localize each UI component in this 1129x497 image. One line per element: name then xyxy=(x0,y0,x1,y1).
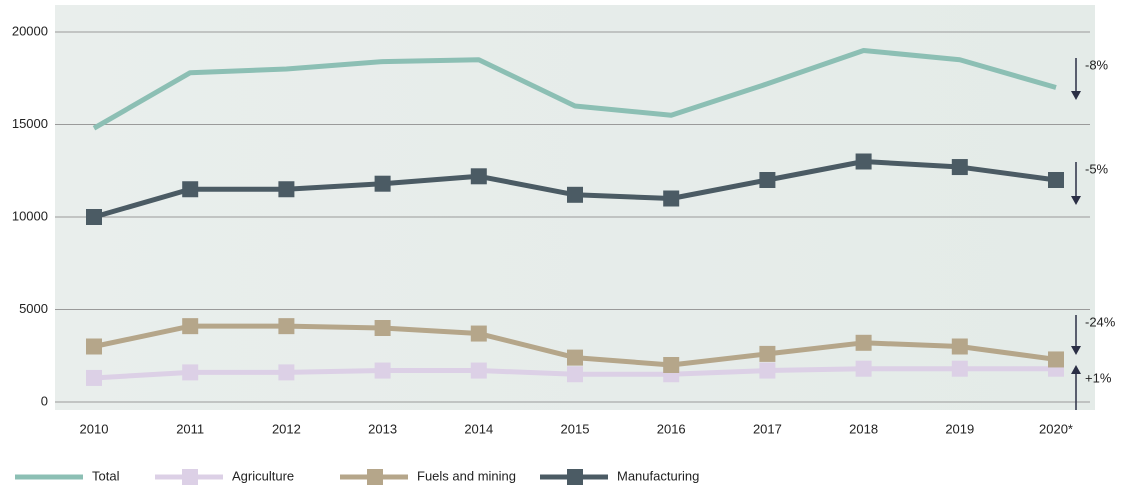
legend-label: Total xyxy=(92,468,120,483)
plot-background xyxy=(55,5,1095,410)
marker xyxy=(951,360,968,377)
marker xyxy=(759,172,776,188)
annotation-arrowhead xyxy=(1071,346,1081,355)
annotation-arrowhead xyxy=(1071,365,1081,374)
x-tick-label: 2014 xyxy=(464,421,493,436)
y-tick-label: 0 xyxy=(41,393,48,408)
y-tick-label: 20000 xyxy=(12,23,48,38)
marker xyxy=(567,186,583,203)
marker xyxy=(86,209,102,225)
marker xyxy=(374,362,391,379)
marker xyxy=(855,360,872,377)
x-tick-label: 2015 xyxy=(561,421,590,436)
legend-marker xyxy=(182,469,198,485)
y-tick-label: 5000 xyxy=(19,301,48,316)
annotation-label: -24% xyxy=(1085,314,1116,329)
x-tick-label: 2013 xyxy=(368,421,397,436)
x-tick-label: 2019 xyxy=(945,421,974,436)
annotation-label: -5% xyxy=(1085,161,1109,176)
marker xyxy=(567,349,583,366)
marker xyxy=(86,369,102,386)
annotation-arrowhead xyxy=(1071,91,1081,100)
marker xyxy=(278,364,295,381)
marker xyxy=(759,345,776,362)
marker xyxy=(278,318,295,335)
marker xyxy=(855,334,872,351)
annotation-label: -8% xyxy=(1085,57,1109,72)
marker xyxy=(182,364,199,381)
x-tick-label: 2010 xyxy=(80,421,109,436)
annotation-label: +1% xyxy=(1085,370,1112,385)
legend-label: Agriculture xyxy=(232,468,294,483)
marker xyxy=(278,181,295,198)
marker xyxy=(86,338,102,355)
marker xyxy=(1048,351,1064,368)
marker xyxy=(374,320,391,336)
marker xyxy=(663,357,680,373)
marker xyxy=(470,168,487,185)
legend-marker xyxy=(367,469,383,485)
marker xyxy=(182,318,199,335)
marker xyxy=(567,366,583,383)
marker xyxy=(470,325,487,342)
x-tick-label: 2018 xyxy=(849,421,878,436)
marker xyxy=(855,153,872,170)
marker xyxy=(663,190,680,207)
x-tick-label: 2020* xyxy=(1039,421,1073,436)
x-tick-label: 2017 xyxy=(753,421,782,436)
marker xyxy=(470,362,487,379)
legend-marker xyxy=(567,469,583,485)
annotation-arrowhead xyxy=(1071,196,1081,205)
marker xyxy=(759,362,776,379)
x-tick-label: 2011 xyxy=(176,421,204,436)
marker xyxy=(951,338,968,355)
legend-label: Manufacturing xyxy=(617,468,699,483)
marker xyxy=(1048,172,1064,188)
x-tick-label: 2012 xyxy=(272,421,301,436)
y-tick-label: 15000 xyxy=(12,116,48,131)
series-line xyxy=(92,48,1057,131)
y-tick-label: 10000 xyxy=(12,208,48,223)
marker xyxy=(374,175,391,192)
marker xyxy=(951,159,968,176)
marker xyxy=(182,181,199,198)
x-tick-label: 2016 xyxy=(657,421,686,436)
legend-label: Fuels and mining xyxy=(417,468,516,483)
